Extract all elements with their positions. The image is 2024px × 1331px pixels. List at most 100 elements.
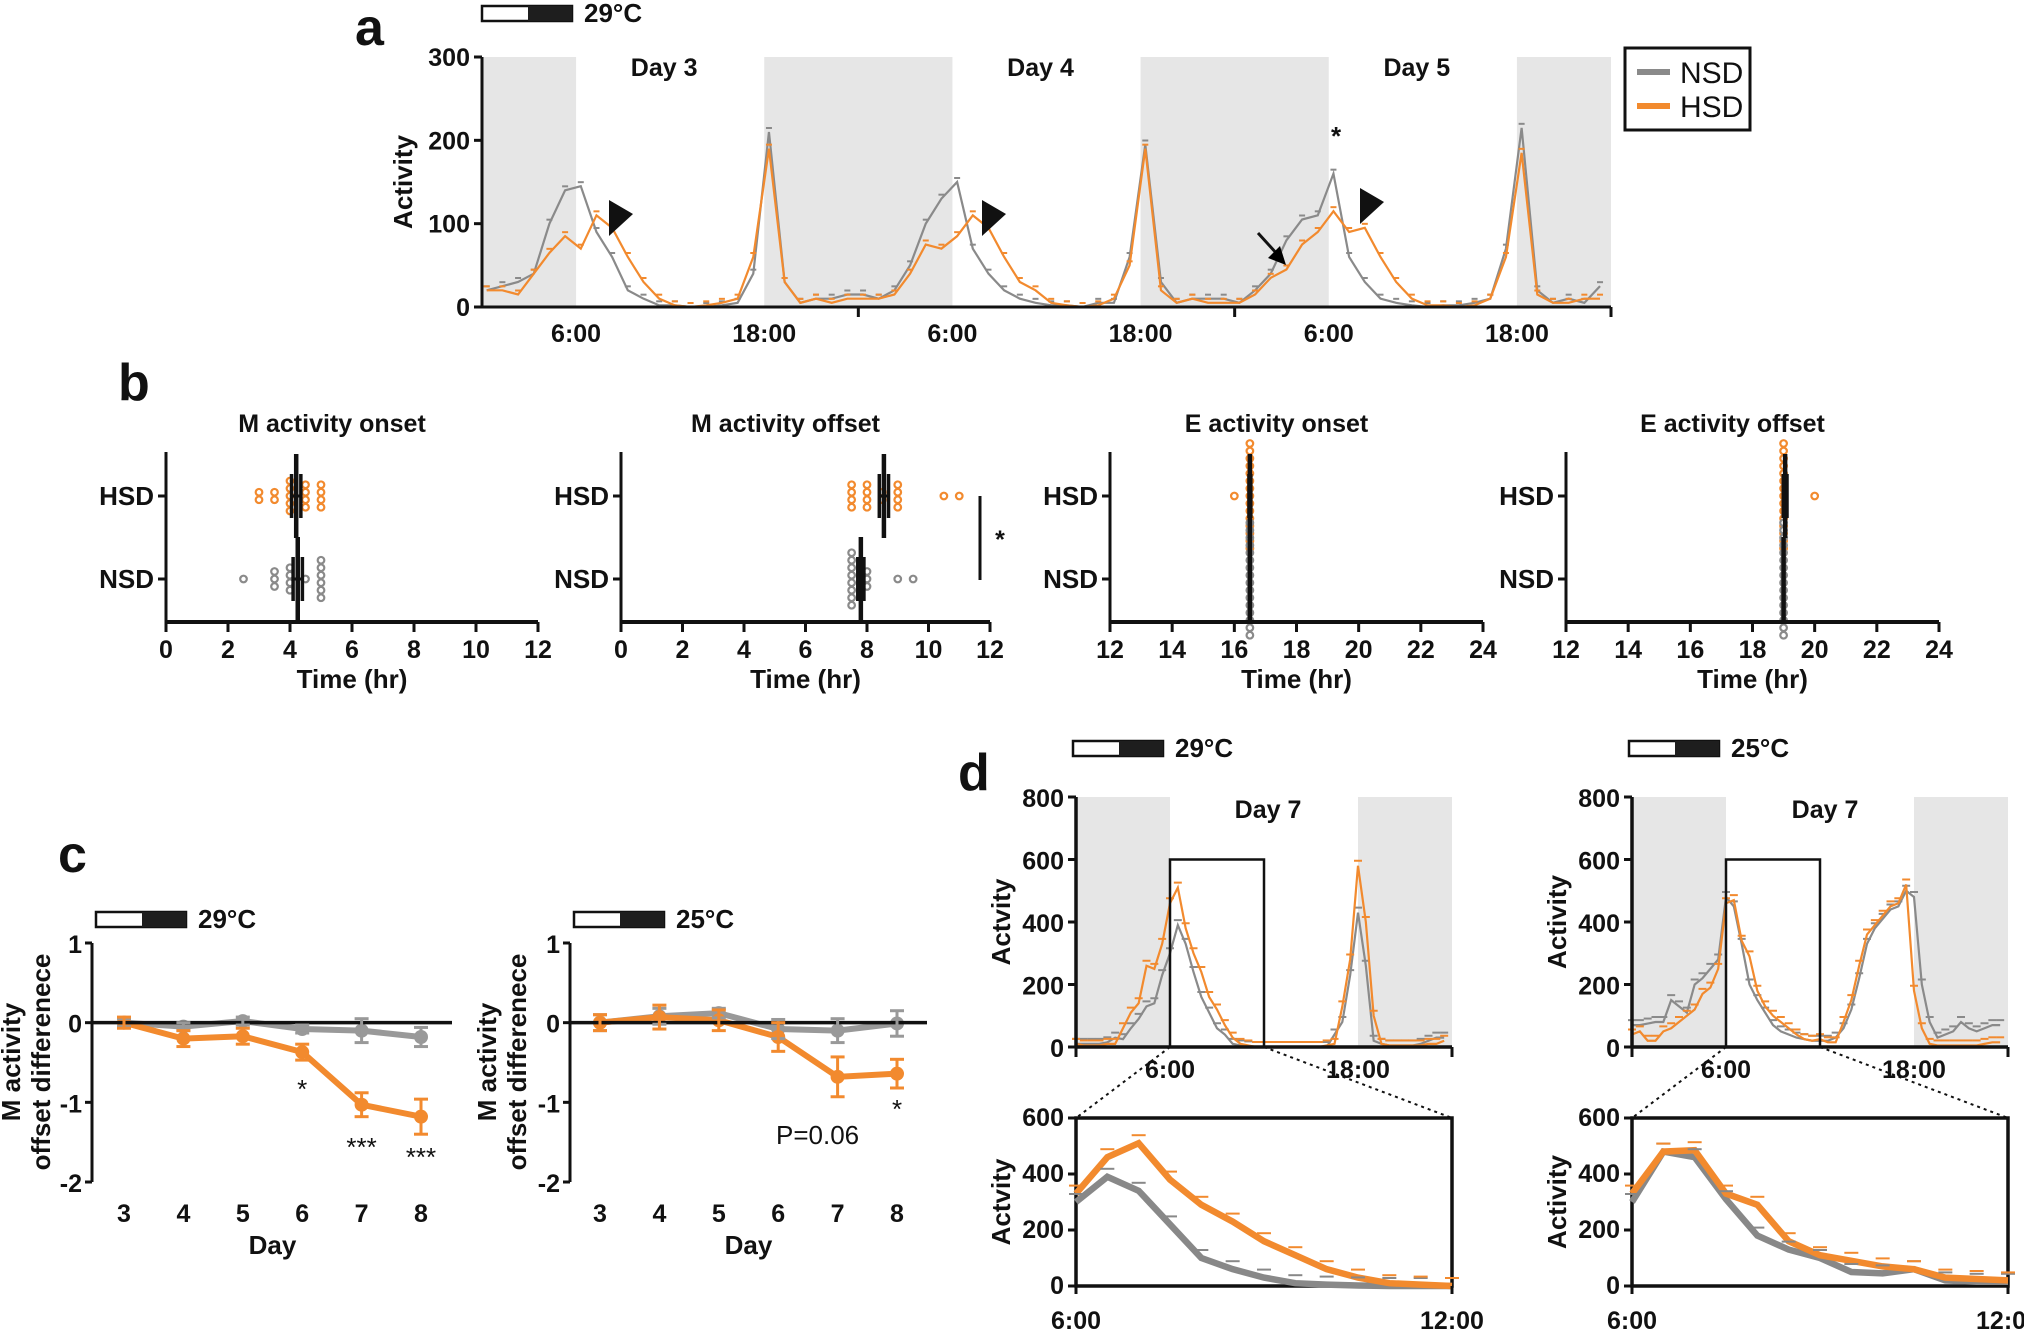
significance-asterisk: *: [995, 526, 1005, 554]
data-point-nsd: [270, 582, 279, 591]
x-tick-label: 24: [1469, 636, 1497, 664]
panel-d-light-dark-bar: [1627, 739, 1721, 758]
x-tick-label: 2: [221, 636, 235, 664]
data-point-hsd: [862, 480, 872, 490]
y-tick-label: 0: [546, 1011, 560, 1039]
data-point-nsd: [847, 585, 857, 595]
y-tick-label: 1: [68, 931, 82, 959]
panel-a-light-dark-bar: [480, 4, 574, 23]
y-tick-label: -1: [60, 1090, 82, 1118]
category-label: NSD: [1043, 564, 1098, 594]
data-point-nsd: [847, 600, 857, 610]
category-label: NSD: [1499, 564, 1554, 594]
x-tick-label: 18: [1283, 636, 1311, 664]
legend-box: [1623, 46, 1752, 132]
series-line-nsd: [123, 1018, 422, 1040]
y-tick-label: 800: [1578, 785, 1620, 813]
dark-phase-shading: [1516, 57, 1611, 307]
data-point-nsd: [316, 555, 326, 565]
plot-title: E activity offset: [1640, 410, 1825, 438]
x-tick-label: 5: [236, 1200, 250, 1228]
x-tick-label: 7: [831, 1200, 845, 1228]
data-point-hsd: [847, 487, 857, 497]
data-point-hsd: [1245, 439, 1255, 448]
arrowhead-marker: [982, 200, 1006, 236]
y-tick-label: 200: [428, 127, 470, 155]
y-tick-label: 0: [1606, 1272, 1620, 1300]
x-axis-label: Time (hr): [750, 664, 861, 694]
y-axis-label: Activity: [388, 135, 418, 229]
y-tick-label: 400: [1578, 1160, 1620, 1188]
dark-phase-bar: [620, 912, 664, 927]
panel-c-temperature-label: 29°C: [198, 904, 256, 934]
dark-phase-shading: [1632, 797, 1726, 1047]
x-tick-label: 6: [799, 636, 813, 664]
x-axis-label: Time (hr): [297, 664, 408, 694]
data-point-nsd: [847, 548, 857, 558]
x-tick-label: 8: [890, 1200, 904, 1228]
x-tick-label: 10: [915, 636, 943, 664]
x-tick-label: 16: [1220, 636, 1248, 664]
data-point-hsd: [254, 487, 264, 497]
day-label: Day 7: [1235, 796, 1302, 824]
data-point-hsd: [847, 480, 857, 490]
category-label: HSD: [1043, 481, 1098, 511]
x-tick-label: 6: [771, 1200, 785, 1228]
y-axis-label: Actvity: [986, 1158, 1016, 1245]
x-tick-label: 0: [614, 636, 628, 664]
x-tick-label: 8: [407, 636, 421, 664]
y-tick-label: 0: [1050, 1035, 1064, 1063]
significance-annotation: *: [297, 1074, 307, 1104]
y-tick-label: 200: [1578, 973, 1620, 1001]
data-point-hsd: [316, 480, 326, 490]
panel-c-light-dark-bar: [94, 910, 188, 929]
y-axis-label: Activity: [1542, 875, 1572, 969]
panel-label-b: b: [118, 354, 150, 412]
category-label: HSD: [554, 481, 609, 511]
dark-phase-shading: [764, 57, 953, 307]
x-tick-label: 18:00: [1326, 1056, 1390, 1084]
series-line-hsd: [1073, 1139, 1453, 1290]
arrowhead-marker: [609, 200, 633, 236]
y-axis-label: Actvity: [986, 878, 1016, 965]
legend-label-nsd: NSD: [1680, 57, 1743, 90]
dark-phase-shading: [1076, 797, 1170, 1047]
y-tick-label: 600: [1022, 848, 1064, 876]
series-line-nsd: [1629, 1148, 2008, 1286]
x-tick-label: 20: [1801, 636, 1829, 664]
x-axis-label: Time (hr): [1697, 664, 1808, 694]
x-tick-label: 22: [1863, 636, 1891, 664]
x-tick-label: 20: [1345, 636, 1373, 664]
panel-d-light-dark-bar: [1071, 739, 1165, 758]
y-tick-label: 1: [546, 931, 560, 959]
dark-phase-bar: [1675, 741, 1719, 756]
data-point-nsd: [847, 570, 857, 580]
panel-a-temperature-label: 29°C: [584, 0, 642, 28]
panel-c-chart: [593, 1006, 904, 1084]
data-point-nsd: [239, 574, 248, 584]
data-point-hsd: [1779, 439, 1788, 448]
y-tick-label: 0: [1606, 1035, 1620, 1063]
data-point-hsd: [301, 502, 310, 512]
series-line-hsd: [599, 1014, 898, 1080]
x-tick-label: 18:00: [1109, 320, 1173, 348]
x-axis-label: Day: [725, 1230, 773, 1260]
data-point-nsd: [847, 555, 857, 565]
data-point-hsd: [270, 487, 279, 497]
y-tick-label: 300: [428, 44, 470, 72]
zoom-window-box: [1168, 858, 1266, 1049]
data-point-hsd: [862, 502, 872, 512]
data-point-hsd: [254, 495, 264, 505]
x-tick-label: 12:00: [1976, 1307, 2024, 1331]
y-tick-label: 0: [456, 294, 470, 322]
data-point-hsd: [893, 487, 903, 497]
y-tick-label: 800: [1022, 785, 1064, 813]
data-point-hsd: [316, 487, 326, 497]
data-point-hsd: [847, 502, 857, 512]
y-axis-label: M activity: [472, 1002, 502, 1121]
x-tick-label: 22: [1407, 636, 1435, 664]
data-point-hsd: [270, 495, 279, 505]
y-tick-label: 200: [1022, 1216, 1064, 1244]
day-label: Day 7: [1792, 796, 1859, 824]
